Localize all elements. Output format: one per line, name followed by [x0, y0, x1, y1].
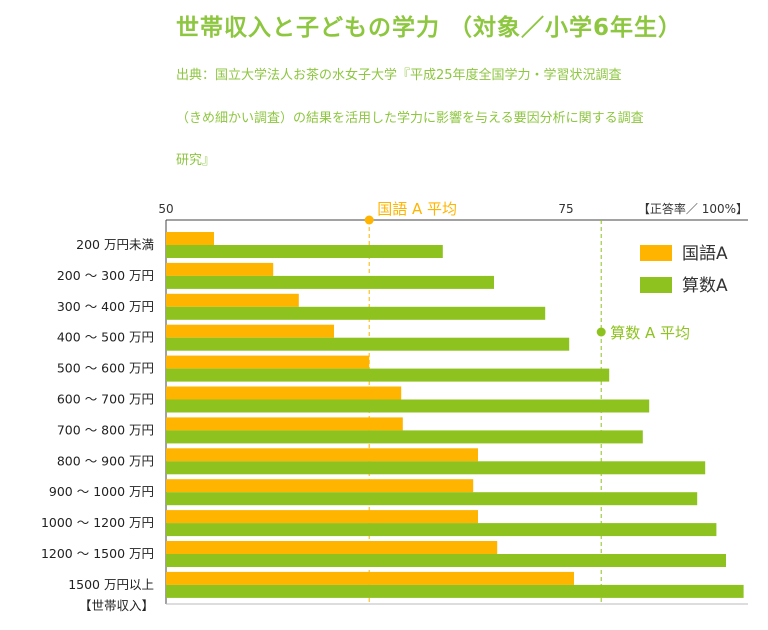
bar-kokugo-9 [166, 479, 474, 493]
bar-kokugo-3 [166, 293, 299, 307]
average-marker-2 [596, 327, 606, 337]
category-label: 500 ～ 600 万円 [57, 361, 154, 376]
bar-kokugo-12 [166, 571, 574, 585]
category-label: 400 ～ 500 万円 [57, 330, 154, 345]
bar-sansu-1 [166, 245, 443, 258]
category-label: 1000 ～ 1200 万円 [41, 515, 154, 530]
bar-kokugo-4 [166, 324, 334, 338]
bar-sansu-5 [166, 368, 610, 382]
category-label: 300 ～ 400 万円 [57, 299, 154, 314]
chart-title: 世帯収入と子どもの学力 （対象／小学6年生） [176, 15, 683, 41]
category-label: 200 ～ 300 万円 [57, 268, 154, 283]
average-marker-1 [364, 215, 374, 225]
y-axis-label: 【世帯収入】 [79, 598, 154, 613]
x-unit-label: 【正答率／ 100%】 [638, 201, 748, 216]
bar-kokugo-11 [166, 541, 498, 554]
legend-label-1: 国語A [682, 244, 728, 264]
bar-kokugo-10 [166, 510, 478, 524]
bar-kokugo-2 [166, 262, 274, 276]
bar-kokugo-1 [166, 232, 214, 245]
source-line-2: （きめ細かい調査）の結果を活用した学力に影響を与える要因分析に関する調査 [176, 111, 644, 126]
source-line-3: 研究』 [176, 153, 216, 168]
category-label: 900 ～ 1000 万円 [49, 484, 154, 499]
legend-swatch-2 [640, 277, 672, 293]
bar-sansu-4 [166, 337, 570, 351]
bar-sansu-9 [166, 492, 698, 506]
bar-kokugo-8 [166, 448, 478, 462]
x-tick-label: 75 [558, 202, 573, 216]
bar-sansu-7 [166, 430, 643, 444]
bar-sansu-6 [166, 399, 650, 413]
category-label: 1500 万円以上 [68, 577, 154, 592]
average-label-1: 国語 A 平均 [377, 200, 457, 218]
x-tick-label: 50 [158, 202, 173, 216]
bar-sansu-12 [166, 584, 744, 598]
bar-sansu-11 [166, 554, 726, 567]
category-label: 600 ～ 700 万円 [57, 392, 154, 407]
category-label: 1200 ～ 1500 万円 [41, 546, 154, 561]
average-label-2: 算数 A 平均 [610, 324, 690, 342]
legend-swatch-1 [640, 245, 672, 261]
bar-sansu-3 [166, 306, 546, 320]
bar-kokugo-6 [166, 386, 402, 400]
legend-label-2: 算数A [682, 276, 728, 296]
bar-sansu-10 [166, 523, 717, 537]
category-label: 800 ～ 900 万円 [57, 453, 154, 468]
bar-sansu-8 [166, 461, 706, 475]
bar-kokugo-5 [166, 355, 370, 369]
bar-kokugo-7 [166, 417, 403, 431]
category-label: 700 ～ 800 万円 [57, 422, 154, 437]
source-line-1: 出典：国立大学法人お茶の水女子大学『平成25年度全国学力・学習状況調査 [176, 68, 622, 83]
category-label: 200 万円未満 [76, 237, 154, 252]
bar-sansu-2 [166, 275, 494, 289]
